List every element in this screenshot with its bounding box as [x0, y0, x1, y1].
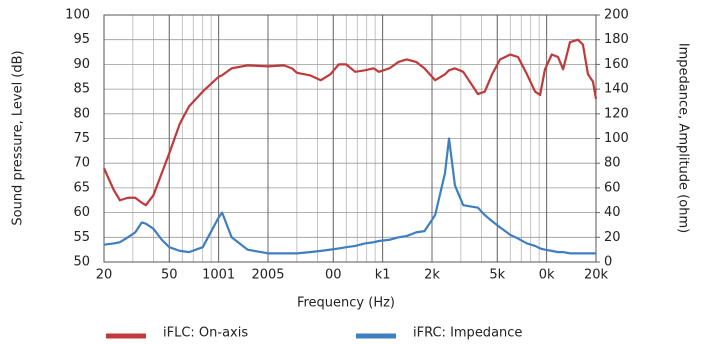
y2-tick-label: 160 [604, 57, 629, 72]
x-axis-label: Frequency (Hz) [297, 296, 395, 311]
y2-tick-label: 180 [604, 32, 629, 47]
x-tick-label: 20k [584, 268, 609, 283]
x-tick-label: 20 [96, 268, 113, 283]
x-tick-label: 5k [489, 268, 505, 283]
y2-tick-label: 100 [604, 131, 629, 146]
y2-tick-label: 60 [604, 180, 621, 195]
y-tick-label: 95 [73, 32, 90, 47]
legend-label: iFLC: On-axis [163, 326, 248, 341]
x-tick-label: 00 [325, 268, 342, 283]
legend-label: iFRC: Impedance [413, 326, 522, 341]
y-tick-label: 55 [73, 230, 90, 245]
y-tick-label: 70 [73, 156, 90, 171]
y-tick-label: 65 [73, 180, 90, 195]
y2-tick-label: 200 [604, 8, 629, 23]
y-tick-label: 100 [65, 8, 90, 23]
x-tick-label: 2k [424, 268, 440, 283]
y2-axis-label: Impedance, Amplitude (ohm) [676, 43, 691, 233]
y-tick-label: 80 [73, 106, 90, 121]
y-tick-label: 60 [73, 205, 90, 220]
plot-frame [103, 14, 597, 263]
x-tick-label: k1 [375, 268, 391, 283]
series-line [102, 38, 598, 207]
y-axis-label: Sound pressure, Level (dB) [11, 50, 26, 225]
y-tick-label: 85 [73, 82, 90, 97]
y-tick-label: 90 [73, 57, 90, 72]
y2-tick-label: 120 [604, 106, 629, 121]
y2-tick-label: 80 [604, 156, 621, 171]
y-tick-label: 50 [73, 255, 90, 270]
y2-tick-label: 140 [604, 82, 629, 97]
series-line [103, 137, 596, 255]
y2-tick-label: 20 [604, 230, 621, 245]
y2-tick-label: 0 [604, 255, 612, 270]
y2-tick-label: 40 [604, 205, 621, 220]
y-tick-label: 75 [73, 131, 90, 146]
x-tick-label: 0k [539, 268, 555, 283]
x-tick-label: 2005 [251, 268, 284, 283]
x-tick-label: 1001 [202, 268, 235, 283]
x-tick-label: 50 [161, 268, 178, 283]
